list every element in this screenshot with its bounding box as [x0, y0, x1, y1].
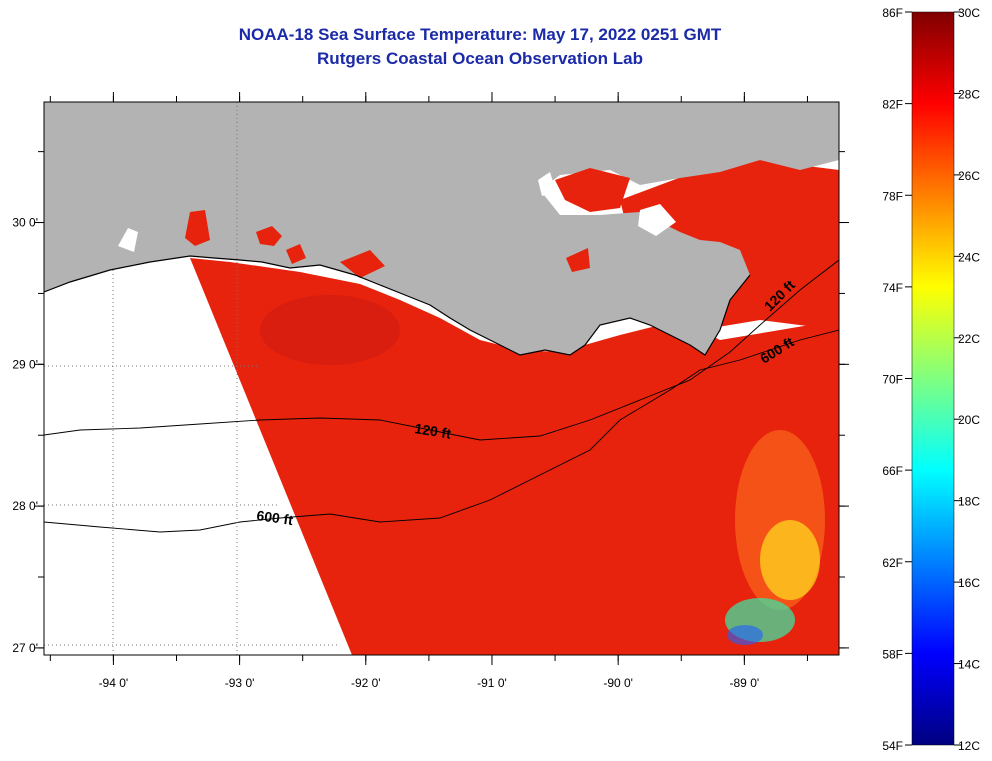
cloud-patch: [538, 172, 556, 196]
lat-tick-label: 28 0': [12, 499, 38, 513]
colorbar-f-label: 66F: [882, 464, 903, 478]
water-patch: [340, 250, 385, 278]
map-frame: [43, 101, 840, 656]
colorbar-f-label: 86F: [882, 6, 903, 20]
water-patch: [185, 210, 210, 246]
colorbar-f-label: 58F: [882, 647, 903, 661]
colorbar-c-label: 22C: [958, 332, 980, 346]
colorbar-f-label: 74F: [882, 281, 903, 295]
colorbar-c-label: 24C: [958, 250, 980, 264]
water-patch: [555, 168, 630, 212]
colorbar-f-label: 62F: [882, 556, 903, 570]
lon-tick-label: -90 0': [603, 676, 633, 690]
cool-patch: [727, 625, 763, 645]
colorbar-c-label: 16C: [958, 576, 980, 590]
contour-600ft: [44, 329, 839, 533]
lon-tick-label: -91 0': [477, 676, 507, 690]
colorbar-c-label: 28C: [958, 87, 980, 101]
cool-patch: [760, 520, 820, 600]
colorbar-c-label: 26C: [958, 169, 980, 183]
contour-120ft: [44, 259, 839, 441]
lat-tick-label: 27 0': [12, 641, 38, 655]
water-patch: [256, 226, 282, 246]
water-patch: [566, 248, 590, 272]
colorbar-scale: [911, 11, 955, 746]
lat-tick-label: 30 0': [12, 216, 38, 230]
colorbar-f-label: 78F: [882, 189, 903, 203]
coastline: [44, 255, 751, 356]
map-layers: [44, 102, 839, 655]
colorbar-f-label: 54F: [882, 739, 903, 753]
map-axes: -94 0' -93 0' -92 0' -91 0' -90 0' -89 0' 30 0…: [12, 92, 849, 690]
colorbar-c-label: 30C: [958, 6, 980, 20]
lon-tick-label: -92 0': [351, 676, 381, 690]
lon-tick-label: -93 0': [225, 676, 255, 690]
colorbar-c-label: 14C: [958, 658, 980, 672]
colorbar-c-label: 12C: [958, 739, 980, 753]
cloud-patch: [638, 204, 676, 236]
colorbar-c-label: 18C: [958, 495, 980, 509]
cloud-patch: [118, 228, 138, 252]
map-subtitle: Rutgers Coastal Ocean Observation Lab: [317, 49, 643, 68]
lon-tick-label: -94 0': [99, 676, 129, 690]
water-patch: [286, 244, 306, 264]
lat-tick-label: 29 0': [12, 357, 38, 371]
colorbar-f-label: 70F: [882, 373, 903, 387]
contour-label: 600 ft: [256, 507, 295, 528]
map-title: NOAA-18 Sea Surface Temperature: May 17,…: [238, 25, 722, 44]
warm-patch: [260, 295, 400, 365]
land: [44, 102, 839, 355]
contour-label: 120 ft: [414, 420, 453, 442]
colorbar-c-label: 20C: [958, 413, 980, 427]
temperature-colorbar: 86F 82F 78F 74F 70F 66F 62F 58F 54F 30C 28C 26C 24C 2…: [882, 6, 980, 753]
lon-tick-label: -89 0': [730, 676, 760, 690]
colorbar-f-label: 82F: [882, 98, 903, 112]
